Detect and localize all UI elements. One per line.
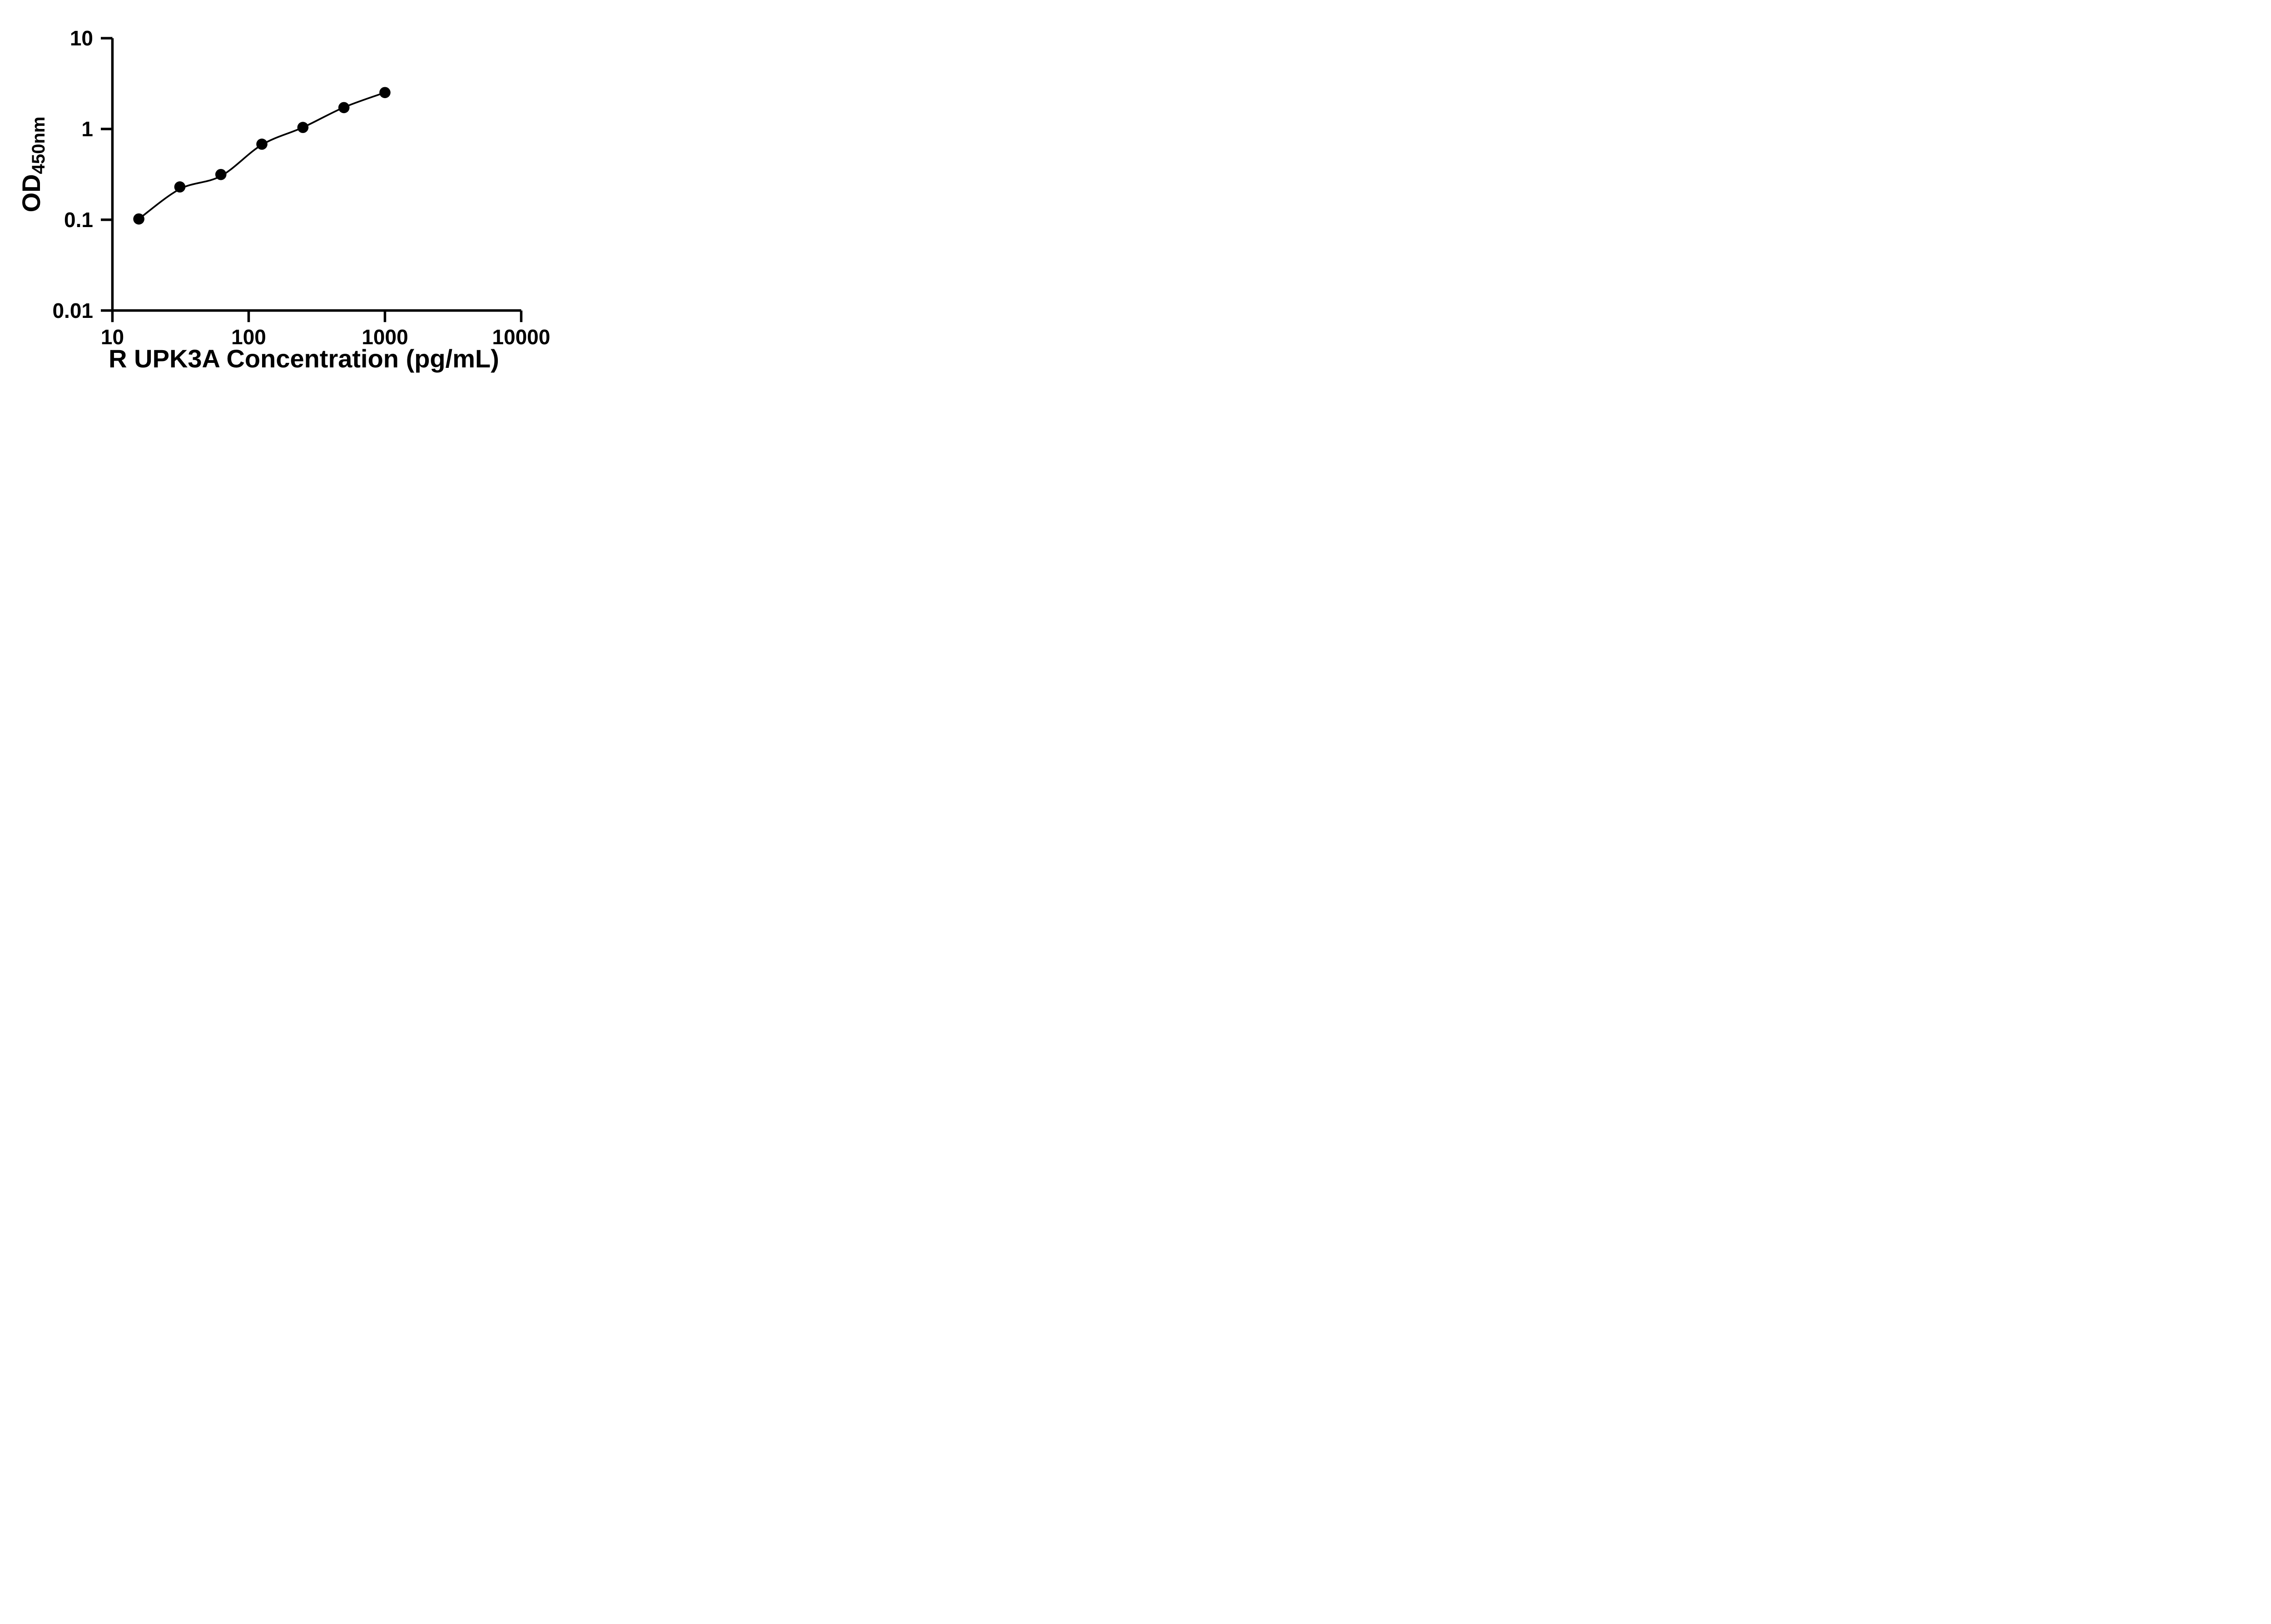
y-tick-label: 0.01 — [52, 299, 93, 322]
data-point — [338, 102, 350, 114]
x-tick-label: 1000 — [362, 325, 408, 349]
plot-layer — [133, 87, 391, 225]
elisa-standard-curve-figure: 10 1 0.1 0.01 10 100 1000 10000 R UPK3A Concent… — [0, 0, 584, 406]
y-axis-title-main: OD — [17, 174, 45, 212]
y-axis-title-subscript: 450nm — [29, 117, 49, 174]
data-point — [133, 213, 144, 225]
fit-curve — [138, 91, 386, 220]
data-point — [379, 87, 391, 99]
x-tick-label: 10000 — [492, 325, 550, 349]
data-point — [215, 168, 227, 180]
data-point — [256, 139, 268, 150]
x-axis-title: R UPK3A Concentration (pg/mL) — [109, 344, 499, 373]
y-tick-label: 1 — [81, 117, 93, 141]
chart-canvas: 10 1 0.1 0.01 10 100 1000 10000 R UPK3A Concent… — [17, 26, 550, 373]
tick-label-layer: 10 1 0.1 0.01 10 100 1000 10000 — [52, 26, 550, 349]
data-point — [174, 181, 186, 193]
x-tick-label: 100 — [231, 325, 266, 349]
data-point — [297, 122, 309, 133]
y-tick-label: 10 — [70, 26, 93, 50]
y-tick-label: 0.1 — [64, 208, 93, 232]
x-tick-label: 10 — [101, 325, 124, 349]
axes-layer — [101, 37, 523, 322]
y-axis-title: OD450nm — [17, 117, 49, 213]
axis-spine — [111, 38, 521, 312]
